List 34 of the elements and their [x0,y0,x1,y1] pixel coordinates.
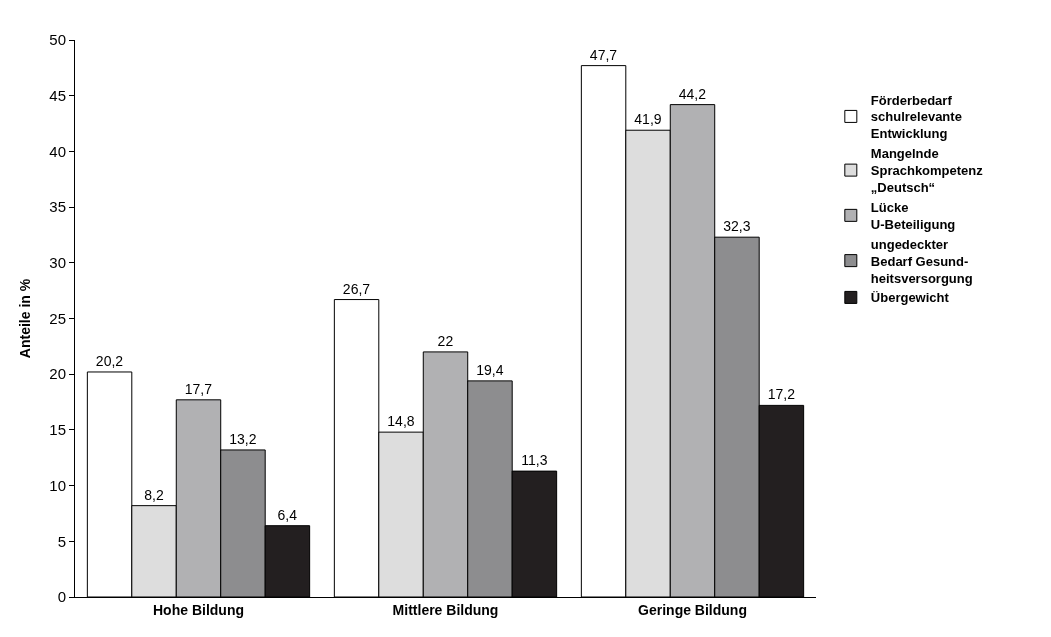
y-tick-label: 50 [49,31,66,49]
data-label: 11,3 [521,452,548,469]
data-label: 8,2 [144,486,164,503]
x-tick-label: Geringe Bildung [638,601,747,618]
data-label: 22 [437,332,454,349]
legend-label: Mangelnde Sprachkompetenz „Deutsch“ [870,146,984,196]
y-tick-label: 25 [49,309,66,327]
x-tick-label: Mittlere Bildung [392,601,499,618]
y-tick-label: 10 [49,476,66,494]
y-tick-label: 15 [49,421,66,439]
y-axis-title: Anteile in % [16,278,33,359]
data-label: 41,9 [634,111,662,128]
data-label: 26,7 [342,280,371,297]
y-tick-label: 5 [57,532,66,550]
data-label: 17,7 [184,380,213,397]
legend-label: Förderbedarf schulrelevante Entwicklung [870,92,962,142]
y-tick-label: 40 [49,142,66,160]
y-tick-label: 30 [49,254,66,272]
legend-label: Übergewicht [870,290,950,306]
data-label: 47,7 [589,46,618,63]
data-label: 14,8 [387,413,415,430]
data-label: 6,4 [277,506,298,523]
data-label: 44,2 [678,85,707,102]
legend-label: ungedeckter Bedarf Gesund- heitsversorgung [870,236,973,286]
y-tick-label: 20 [49,365,66,383]
data-label: 20,2 [95,352,124,369]
data-label: 17,2 [767,386,796,403]
y-tick-label: 0 [57,588,66,606]
y-tick-label: 35 [49,198,66,216]
y-tick-label: 45 [49,86,66,104]
data-label: 13,2 [229,430,257,447]
data-label: 32,3 [723,218,751,235]
data-label: 19,4 [476,361,504,378]
x-tick-label: Hohe Bildung [153,601,244,618]
